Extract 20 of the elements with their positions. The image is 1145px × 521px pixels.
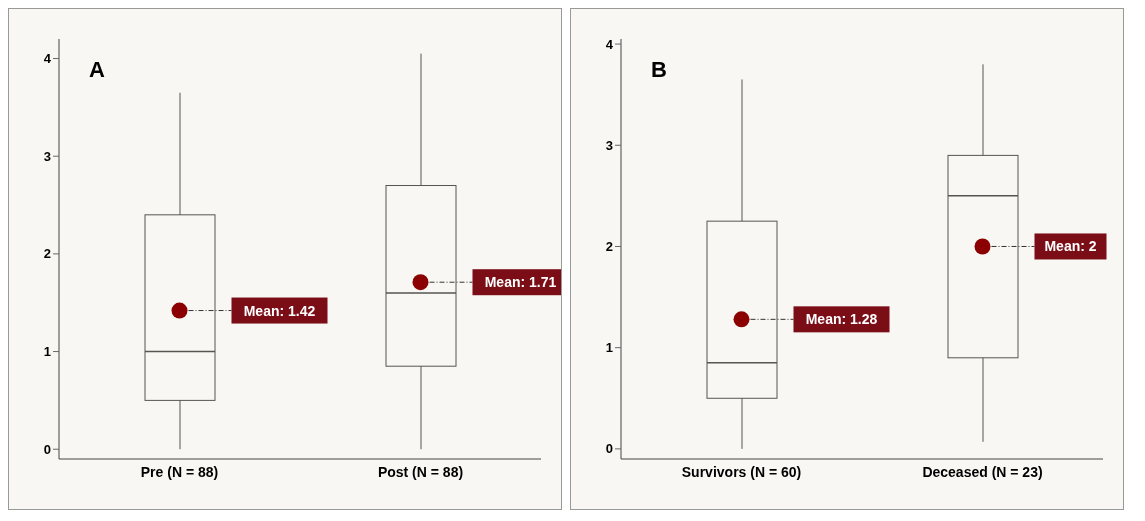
annotation: Mean: 2 [1044, 238, 1097, 255]
annotation: Mean: 1.71 [484, 274, 557, 291]
y-tick-label: 2 [605, 239, 613, 255]
y-tick-label: 3 [605, 137, 613, 153]
text: B [651, 57, 667, 83]
y-tick-label: 0 [605, 441, 613, 457]
y-tick-label: 3 [43, 148, 51, 164]
annotation: Mean: 1.28 [805, 311, 878, 328]
y-tick-label: 1 [605, 340, 613, 356]
x-tick-label: Post (N = 88) [377, 463, 464, 480]
annotation: Mean: 1.42 [243, 302, 316, 319]
x-tick-label: Deceased (N = 23) [922, 463, 1043, 480]
y-tick-label: 0 [43, 441, 51, 457]
x-tick-label: Survivors (N = 60) [681, 463, 802, 480]
y-tick-label: 4 [605, 36, 614, 52]
y-tick-label: 1 [43, 344, 51, 360]
y-tick-label: 4 [43, 51, 52, 67]
text: A [89, 57, 105, 83]
x-tick-label: Pre (N = 88) [140, 463, 219, 480]
y-tick-label: 2 [43, 246, 51, 262]
